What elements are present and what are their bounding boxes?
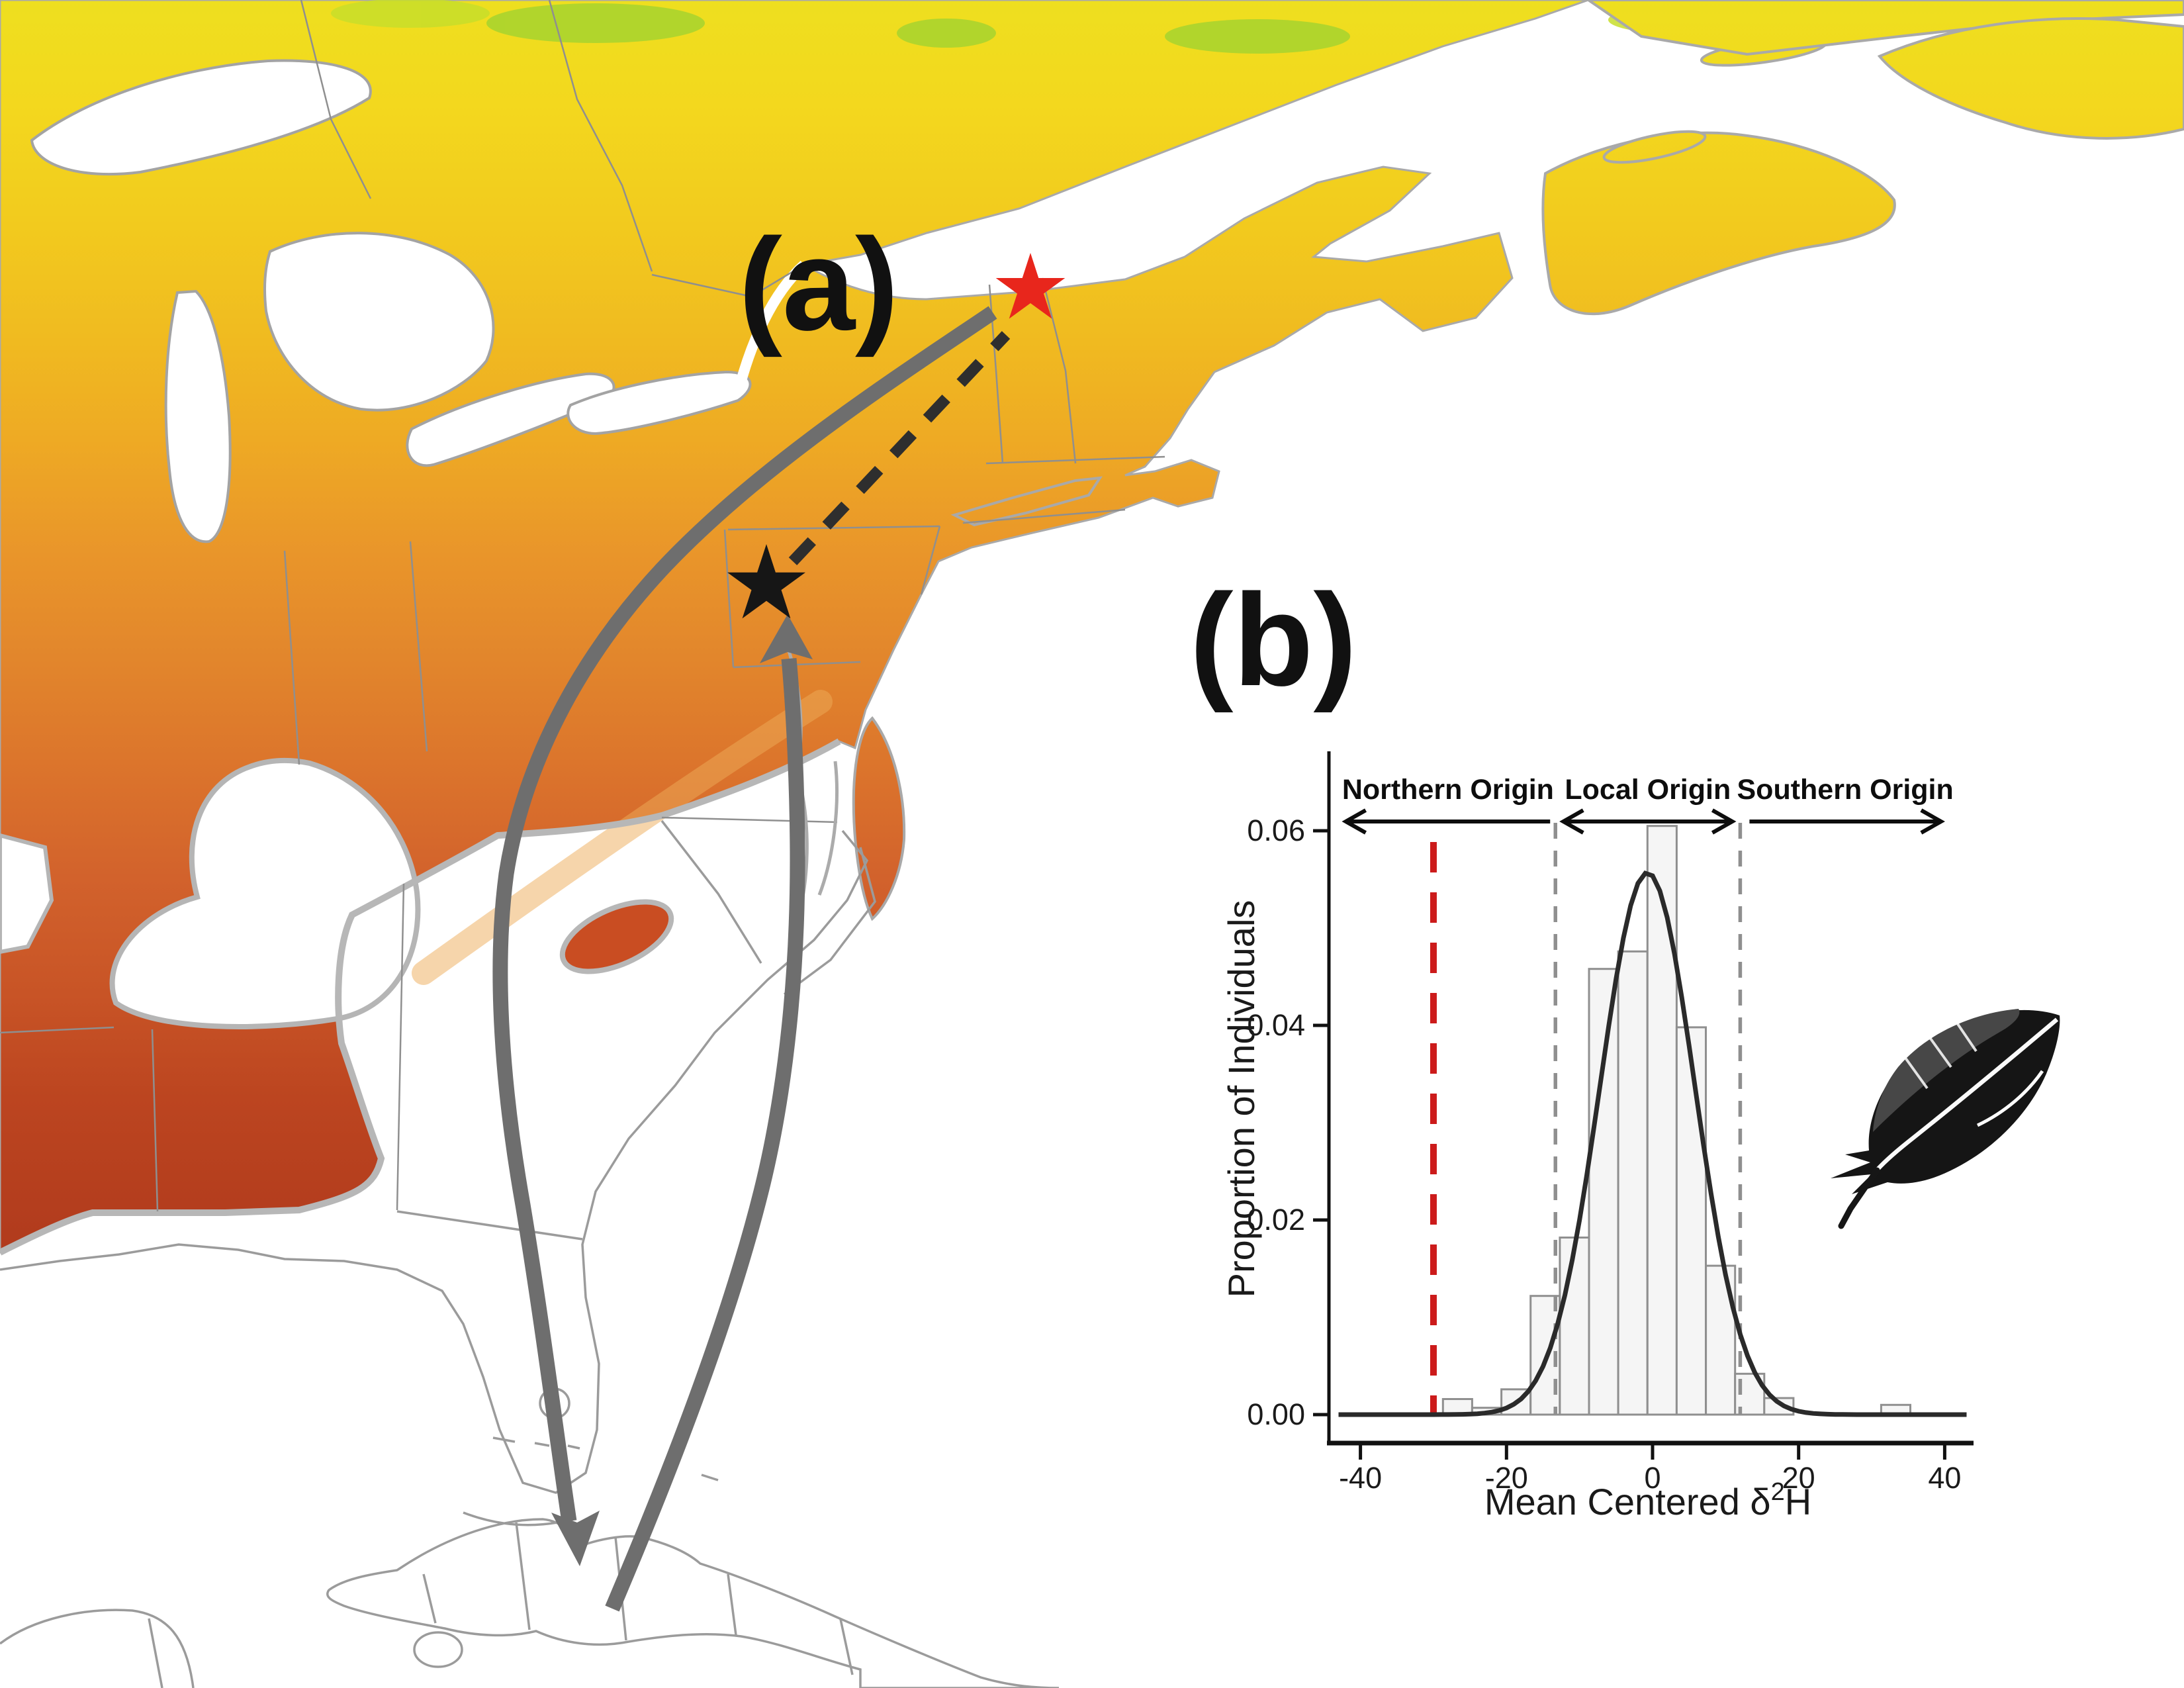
- histogram-bar: [1588, 968, 1619, 1416]
- spring-arrowhead: [760, 614, 813, 663]
- lake-superior: [30, 59, 372, 176]
- x-tick-label: 20: [1782, 1461, 1815, 1495]
- histogram-bar: [1646, 825, 1678, 1416]
- lake-ontario: [567, 370, 752, 436]
- region-label: Northern Origin: [1342, 774, 1554, 806]
- unmapped-coastlines: [0, 820, 1060, 1688]
- isoscape-valley-streak: [412, 690, 833, 985]
- great-lakes: [30, 59, 752, 543]
- fall-migration-arc: [492, 306, 997, 1523]
- st-lawrence-river: [735, 261, 808, 387]
- histogram-bar: [1617, 950, 1649, 1416]
- chart-plot-area: -40 -20 0 20 40 0.00 0.02 0.04 0.06 Northern Orig…: [1247, 751, 1974, 1495]
- northern-breeding-site-star: [995, 253, 1066, 319]
- nova-scotia: [1541, 131, 1896, 316]
- yucatan-outline: [0, 1609, 195, 1688]
- bahama-cays: [492, 1436, 719, 1481]
- left-edge-unmapped-notch: [0, 833, 54, 955]
- delmarva-peninsula: [852, 716, 906, 921]
- cuba-outline: [326, 1518, 1060, 1688]
- density-curve: [1338, 870, 1967, 1417]
- x-tick-label: 0: [1644, 1461, 1661, 1495]
- y-tick-label: 0.02: [1247, 1203, 1305, 1237]
- right-arrowhead-icon: [1711, 808, 1737, 835]
- histogram-bar: [1675, 1026, 1707, 1416]
- panel-b-label: (b): [1190, 567, 1357, 713]
- spring-migration-arc: [605, 657, 805, 1612]
- y-tick-label: 0.06: [1247, 814, 1305, 847]
- histogram-panel: (b) -40 -20 0 20 40 0.00 0.02 0.04 0.06 Northern …: [1190, 567, 2060, 1523]
- y-axis-title: Proportion of Individuals: [1220, 900, 1262, 1298]
- florida-keys: [463, 1511, 558, 1526]
- y-tick-label: 0.00: [1247, 1397, 1305, 1431]
- x-axis-title: Mean Centered δ2H: [1484, 1478, 1811, 1523]
- left-arrowhead-icon: [1342, 808, 1367, 835]
- lake-huron: [263, 232, 495, 412]
- right-arrowhead-icon: [1920, 808, 1945, 835]
- nc-sc-border: [660, 820, 762, 964]
- newfoundland: [1877, 17, 2184, 140]
- ga-fl-border: [396, 1210, 583, 1241]
- x-tick-label: -40: [1339, 1461, 1382, 1495]
- x-tick-label: 40: [1928, 1461, 1961, 1495]
- panel-a-label: (a): [739, 211, 899, 357]
- migration-routes: [492, 306, 1011, 1612]
- state-boundaries: [0, 0, 1165, 1212]
- isle-of-youth: [413, 1631, 463, 1668]
- outer-banks: [783, 847, 876, 996]
- prince-edward-island: [1602, 130, 1707, 164]
- histogram-bar: [1559, 1237, 1590, 1416]
- local-sampling-site-star: [727, 544, 805, 619]
- sc-isolated-range-patch: [559, 899, 674, 974]
- region-label: Local Origin: [1565, 774, 1731, 806]
- y-tick-label: 0.04: [1247, 1008, 1305, 1042]
- x-tick-label: -20: [1485, 1461, 1528, 1495]
- region-label: Southern Origin: [1737, 774, 1954, 806]
- colored-land-islands: [852, 0, 2184, 921]
- lake-michigan: [164, 289, 232, 543]
- inferred-connection-dashed-line: [788, 331, 1011, 565]
- feather-icon: [1831, 1009, 2060, 1229]
- long-island: [950, 476, 1103, 527]
- fall-arrowhead: [551, 1511, 600, 1566]
- range-boundary: [0, 738, 841, 1256]
- left-arrowhead-icon: [1559, 808, 1584, 835]
